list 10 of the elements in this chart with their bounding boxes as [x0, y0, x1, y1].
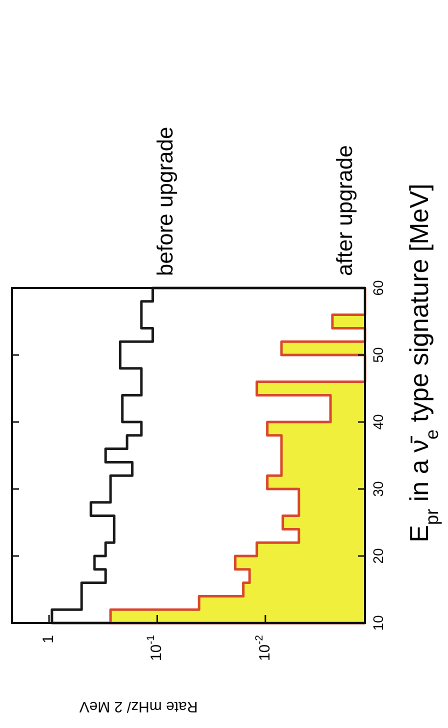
x-axis-title: Rate mHz/ 2 MeV [79, 698, 198, 715]
text: after upgrade [332, 145, 358, 276]
y-tick-label: 40 [370, 414, 386, 430]
y-tick-label: 50 [370, 347, 386, 363]
x-tick-label: 1 [40, 635, 58, 644]
y-tick-label: 30 [370, 481, 386, 497]
text: before upgrade [152, 126, 178, 276]
y-tick-label: 20 [370, 548, 386, 564]
y-tick-label: 60 [370, 280, 386, 296]
y-tick-label: 10 [370, 615, 386, 631]
